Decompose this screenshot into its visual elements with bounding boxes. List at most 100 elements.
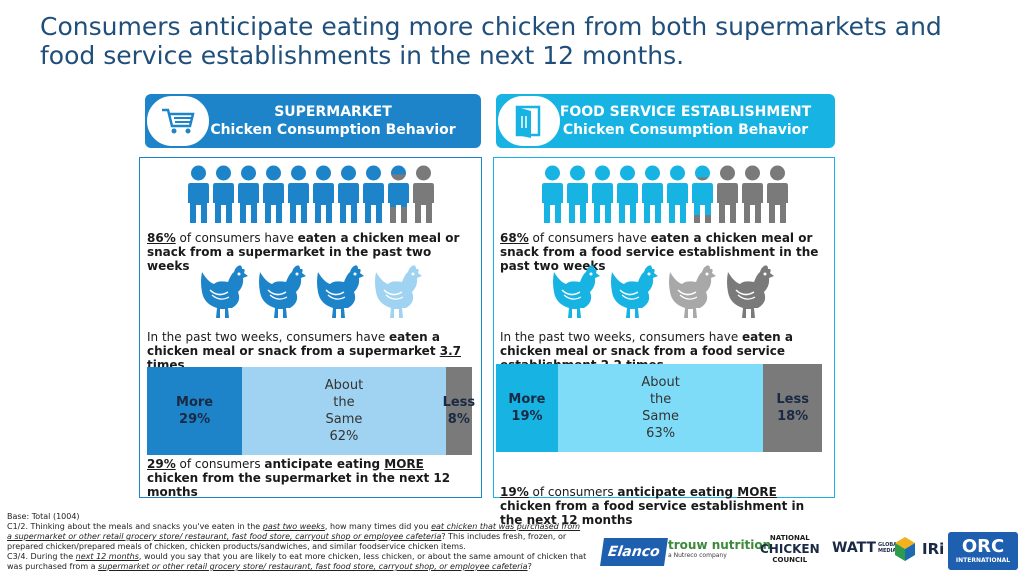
footnote-text: C1/2. Thinking about the meals and snack… (7, 522, 263, 531)
bar-segment-value: 8% (447, 412, 470, 427)
person-icon (213, 165, 234, 223)
iri-logo: IRi (922, 540, 945, 558)
person-icon (188, 165, 209, 223)
supermarket-stat-3-more: MORE (384, 457, 424, 471)
foodservice-people-row (542, 165, 788, 223)
supermarket-anticipation-bar: More 29% About the Same 62% Less 8% (147, 367, 475, 455)
supermarket-stat-3-bold: chicken from the supermarket in the next… (147, 471, 451, 499)
foodservice-panel (493, 157, 835, 498)
watt-name: WATT (832, 540, 876, 556)
person-icon (742, 165, 763, 223)
supermarket-stat-1: 86% of consumers have eaten a chicken me… (147, 231, 472, 273)
foodservice-stat-3-bold: anticipate eating (617, 485, 738, 499)
bar-segment-more: More 19% (496, 364, 558, 452)
trouw-nutrition-logo: trouw nutrition a Nutreco company (668, 538, 771, 559)
person-icon (338, 165, 359, 223)
bar-segment-more: More 29% (147, 367, 243, 455)
person-icon (388, 165, 409, 223)
bar-segment-value: 63% (646, 426, 676, 441)
footnote-text: , how many times did you (324, 522, 432, 531)
footnote-text: , would you say that you are likely to e… (7, 552, 587, 571)
footnote-emphasis: supermarket or other retail grocery stor… (98, 562, 528, 571)
bar-segment-label: Same (642, 409, 680, 424)
footnote-emphasis: eat chicken that was purchased from a su… (7, 522, 581, 541)
person-icon (617, 165, 638, 223)
trouw-nutrition-name: trouw nutrition (668, 538, 772, 552)
bar-segment-label: Same (325, 412, 363, 427)
bar-segment-label: About (324, 378, 364, 393)
foodservice-stat-1-pct: 68% (500, 231, 529, 245)
footnote-question-2: C3/4. During the next 12 months, would y… (7, 552, 587, 572)
supermarket-stat-1-text: of consumers have (175, 231, 298, 245)
supermarket-stat-1-pct: 86% (147, 231, 176, 245)
watt-sub: GLOBAL MEDIA (877, 542, 901, 554)
bar-segment-same: About the Same 63% (557, 364, 764, 452)
supermarket-stat-3-bold: anticipate eating (264, 457, 385, 471)
supermarket-header-subtitle: Chicken Consumption Behavior (210, 122, 456, 138)
bar-segment-label: Less (776, 392, 809, 407)
orc-international-logo: ORC INTERNATIONAL (948, 532, 1018, 570)
footnote-question-1: C1/2. Thinking about the meals and snack… (7, 522, 587, 552)
person-icon (567, 165, 588, 223)
person-icon (542, 165, 563, 223)
bar-segment-value: 62% (329, 429, 359, 444)
supermarket-panel (139, 157, 482, 498)
ncc-line-3: COUNCIL (772, 556, 808, 564)
chicken-icon (611, 265, 658, 318)
supermarket-header-title: SUPERMARKET (274, 104, 392, 120)
person-icon (592, 165, 613, 223)
footnote-base: Base: Total (1004) (7, 512, 80, 521)
person-icon (238, 165, 259, 223)
foodservice-stat-1: 68% of consumers have eaten a chicken me… (500, 231, 825, 273)
footnote-emphasis: next 12 months (75, 552, 139, 561)
ncc-line-2: CHICKEN (760, 542, 820, 556)
page-title: Consumers anticipate eating more chicken… (40, 12, 942, 70)
sponsor-logos: Elanco trouw nutrition a Nutreco company… (600, 532, 1020, 572)
person-icon (717, 165, 738, 223)
supermarket-stat-3: 29% of consumers anticipate eating MORE … (147, 457, 477, 499)
foodservice-stat-3-bold: chicken from a food service establishmen… (500, 499, 805, 527)
chicken-icon (259, 265, 306, 318)
restaurant-door-icon (496, 94, 562, 148)
person-icon (263, 165, 284, 223)
person-icon (363, 165, 384, 223)
supermarket-stat-2: In the past two weeks, consumers have ea… (147, 330, 472, 372)
ncc-line-1: NATIONAL (769, 534, 810, 542)
footnote-text: ? This includes fresh, frozen, or prepar… (7, 532, 567, 551)
bar-segment-less: Less 8% (443, 367, 475, 455)
footnote-text: ? (527, 562, 532, 571)
person-icon (288, 165, 309, 223)
person-icon (313, 165, 334, 223)
person-icon (413, 165, 434, 223)
trouw-nutrition-sub: a Nutreco company (668, 552, 727, 559)
foodservice-stat-2-text: In the past two weeks, consumers have (500, 330, 743, 344)
bar-segment-label: About (641, 375, 680, 390)
national-chicken-council-logo: NATIONAL CHICKEN COUNCIL (760, 533, 820, 566)
orc-sub: INTERNATIONAL (955, 557, 1011, 564)
bar-segment-value: 18% (777, 409, 809, 424)
supermarket-stat-2-text: In the past two weeks, consumers have (147, 330, 390, 344)
supermarket-stat-3-text: of consumers (175, 457, 265, 471)
bar-segment-label: the (333, 395, 355, 410)
watt-global-media-logo: WATT GLOBAL MEDIA (832, 540, 900, 556)
foodservice-chicken-icons (550, 262, 776, 320)
foodservice-stat-1-text: of consumers have (528, 231, 651, 245)
foodservice-header-subtitle: Chicken Consumption Behavior (562, 122, 809, 138)
bar-segment-same: About the Same 62% (242, 367, 446, 455)
shopping-cart-icon (145, 94, 211, 148)
foodservice-stat-1-bold: eaten a chicken meal or snack from a foo… (500, 231, 819, 273)
supermarket-stat-2-bold: eaten a chicken meal or snack from a sup… (147, 330, 440, 358)
foodservice-stat-3-text: of consumers (528, 485, 618, 499)
bar-segment-label: More (176, 395, 214, 410)
chicken-icon (317, 265, 364, 318)
supermarket-stat-3-pct: 29% (147, 457, 176, 471)
foodservice-stat-3: 19% of consumers anticipate eating MORE … (500, 485, 830, 527)
person-icon (667, 165, 688, 223)
footnotes: Base: Total (1004) C1/2. Thinking about … (7, 512, 587, 572)
bar-segment-label: More (508, 392, 546, 407)
supermarket-stat-1-bold: eaten a chicken meal or snack from a sup… (147, 231, 460, 273)
supermarket-chicken-icons (198, 262, 424, 320)
bar-segment-label: the (649, 392, 672, 407)
chicken-icon (553, 265, 600, 318)
elanco-logo: Elanco (600, 538, 668, 566)
